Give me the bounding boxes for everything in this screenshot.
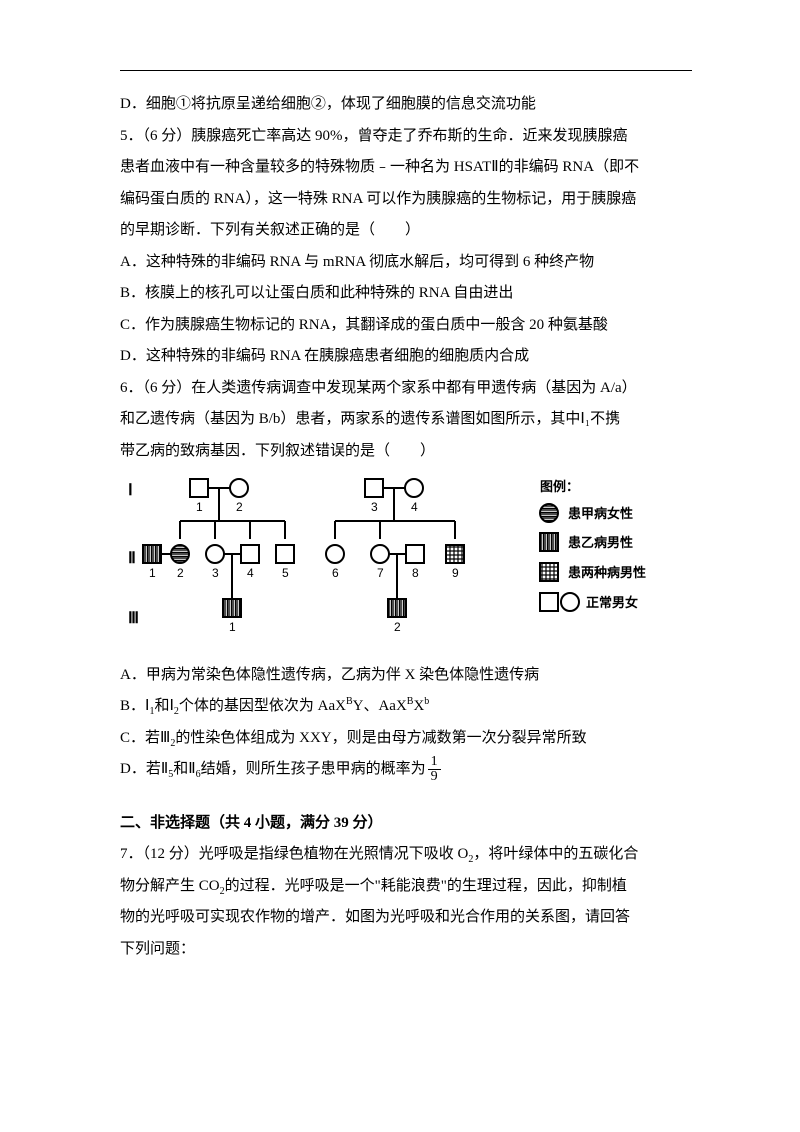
q5-option-a: A．这种特殊的非编码 RNA 与 mRNA 彻底水解后，均可得到 6 种终产物 (120, 247, 692, 279)
lbl-II2: 2 (177, 566, 184, 580)
p-II1 (143, 545, 161, 563)
legend-icon-c (540, 563, 558, 581)
legend-label-c: 患两种病男性 (568, 565, 646, 580)
p-I3 (365, 479, 383, 497)
legend-icon-d-sq (540, 593, 558, 611)
p-I1 (190, 479, 208, 497)
q7-l2-post: 的过程．光呼吸是一个"耗能浪费"的生理过程，因此，抑制植 (225, 878, 627, 894)
frac-num: 1 (428, 755, 441, 770)
q6-option-b: B．Ⅰ1和Ⅰ2个体的基因型依次为 AaXBY、AaXBXb (120, 691, 692, 723)
q6d-pre: D．若Ⅱ (120, 761, 168, 777)
p-III2 (388, 599, 406, 617)
q6b-post: 个体的基因型依次为 AaX (179, 698, 346, 714)
legend-title: 图例： (540, 479, 579, 494)
q6-stem-line1: 6．（6 分）在人类遗传病调查中发现某两个家系中都有甲遗传病（基因为 A/a） (120, 373, 692, 405)
q7-l2-pre: 物分解产生 CO (120, 878, 220, 894)
q6d-post: 结婚，则所生孩子患甲病的概率为 (201, 761, 426, 777)
lbl-I1: 1 (196, 500, 203, 514)
q5-option-d: D．这种特殊的非编码 RNA 在胰腺癌患者细胞的细胞质内合成 (120, 341, 692, 373)
p-I2 (230, 479, 248, 497)
q7-line3: 物的光呼吸可实现农作物的增产．如图为光呼吸和光合作用的关系图，请回答 (120, 902, 692, 934)
q5-stem-line3: 编码蛋白质的 RNA），这一特殊 RNA 可以作为胰腺癌的生物标记，用于胰腺癌 (120, 184, 692, 216)
lbl-I4: 4 (411, 500, 418, 514)
q7-line4: 下列问题： (120, 934, 692, 966)
p-I4 (405, 479, 423, 497)
q6b-pre: B．Ⅰ (120, 698, 149, 714)
legend-label-a: 患甲病女性 (568, 506, 633, 521)
q6c-pre: C．若Ⅲ (120, 730, 170, 746)
q5-option-b: B．核膜上的核孔可以让蛋白质和此种特殊的 RNA 自由进出 (120, 278, 692, 310)
q7-l1-post: ，将叶绿体中的五碳化合 (473, 846, 638, 862)
pedigree-svg: Ⅰ Ⅱ Ⅲ 1 2 1 2 3 (120, 473, 680, 643)
q6b-y: Y、AaX (353, 698, 407, 714)
q7-line1: 7．（12 分）光呼吸是指绿色植物在光照情况下吸收 O2，将叶绿体中的五碳化合 (120, 839, 692, 871)
lbl-III2: 2 (394, 620, 401, 634)
q6d-mid: 和Ⅱ (173, 761, 195, 777)
p-II3 (206, 545, 224, 563)
lbl-II6: 6 (332, 566, 339, 580)
q4-option-d: D．细胞①将抗原呈递给细胞②，体现了细胞膜的信息交流功能 (120, 89, 692, 121)
section-2-heading: 二、非选择题（共 4 小题，满分 39 分） (120, 808, 692, 840)
q7-l1-pre: 7．（12 分）光呼吸是指绿色植物在光照情况下吸收 O (120, 846, 468, 862)
legend-icon-b (540, 533, 558, 551)
q6b-sp1: B (346, 696, 353, 707)
q5-stem-line1: 5．（6 分）胰腺癌死亡率高达 90%，曾夺走了乔布斯的生命．近来发现胰腺癌 (120, 121, 692, 153)
lbl-I2: 2 (236, 500, 243, 514)
top-rule (120, 70, 692, 71)
q6b-x: X (413, 698, 424, 714)
gen-label-1: Ⅰ (128, 482, 133, 499)
q5-stem-line4: 的早期诊断．下列有关叙述正确的是（ ） (120, 215, 692, 247)
q6-option-a: A．甲病为常染色体隐性遗传病，乙病为伴 X 染色体隐性遗传病 (120, 660, 692, 692)
lbl-III1: 1 (229, 620, 236, 634)
gen-label-2: Ⅱ (128, 550, 136, 567)
p-II6 (326, 545, 344, 563)
legend-label-b: 患乙病男性 (568, 535, 633, 550)
legend-icon-a (540, 504, 558, 522)
lbl-II3: 3 (212, 566, 219, 580)
p-II7 (371, 545, 389, 563)
lbl-I3: 3 (371, 500, 378, 514)
lbl-II1: 1 (149, 566, 156, 580)
frac-den: 9 (428, 770, 441, 784)
q6-option-d: D．若Ⅱ5和Ⅱ6结婚，则所生孩子患甲病的概率为19 (120, 754, 692, 786)
lbl-II8: 8 (412, 566, 419, 580)
p-II4 (241, 545, 259, 563)
p-II9 (446, 545, 464, 563)
q6d-fraction: 19 (428, 755, 441, 784)
pedigree-diagram: Ⅰ Ⅱ Ⅲ 1 2 1 2 3 (120, 473, 692, 656)
q5-option-c: C．作为胰腺癌生物标记的 RNA，其翻译成的蛋白质中一般含 20 种氨基酸 (120, 310, 692, 342)
gen-label-3: Ⅲ (128, 610, 139, 627)
p-II2 (171, 545, 189, 563)
lbl-II4: 4 (247, 566, 254, 580)
legend-icon-d-ci (561, 593, 579, 611)
q5-stem-line2: 患者血液中有一种含量较多的特殊物质﹣一种名为 HSATⅡ的非编码 RNA（即不 (120, 152, 692, 184)
q6-option-c: C．若Ⅲ2的性染色体组成为 XXY，则是由母方减数第一次分裂异常所致 (120, 723, 692, 755)
p-II5 (276, 545, 294, 563)
q6c-post: 的性染色体组成为 XXY，则是由母方减数第一次分裂异常所致 (175, 730, 586, 746)
p-II8 (406, 545, 424, 563)
q6-stem-line3: 带乙病的致病基因．下列叙述错误的是（ ） (120, 436, 692, 468)
lbl-II7: 7 (377, 566, 384, 580)
q6b-mid: 和Ⅰ (154, 698, 173, 714)
q6-stem-line2: 和乙遗传病（基因为 B/b）患者，两家系的遗传系谱图如图所示，其中Ⅰ₁不携 (120, 404, 692, 436)
q6b-sp3: b (424, 696, 429, 707)
legend-label-d: 正常男女 (586, 595, 638, 610)
q7-line2: 物分解产生 CO2的过程．光呼吸是一个"耗能浪费"的生理过程，因此，抑制植 (120, 871, 692, 903)
p-III1 (223, 599, 241, 617)
lbl-II5: 5 (282, 566, 289, 580)
document-page: D．细胞①将抗原呈递给细胞②，体现了细胞膜的信息交流功能 5．（6 分）胰腺癌死… (0, 0, 800, 1132)
lbl-II9: 9 (452, 566, 459, 580)
